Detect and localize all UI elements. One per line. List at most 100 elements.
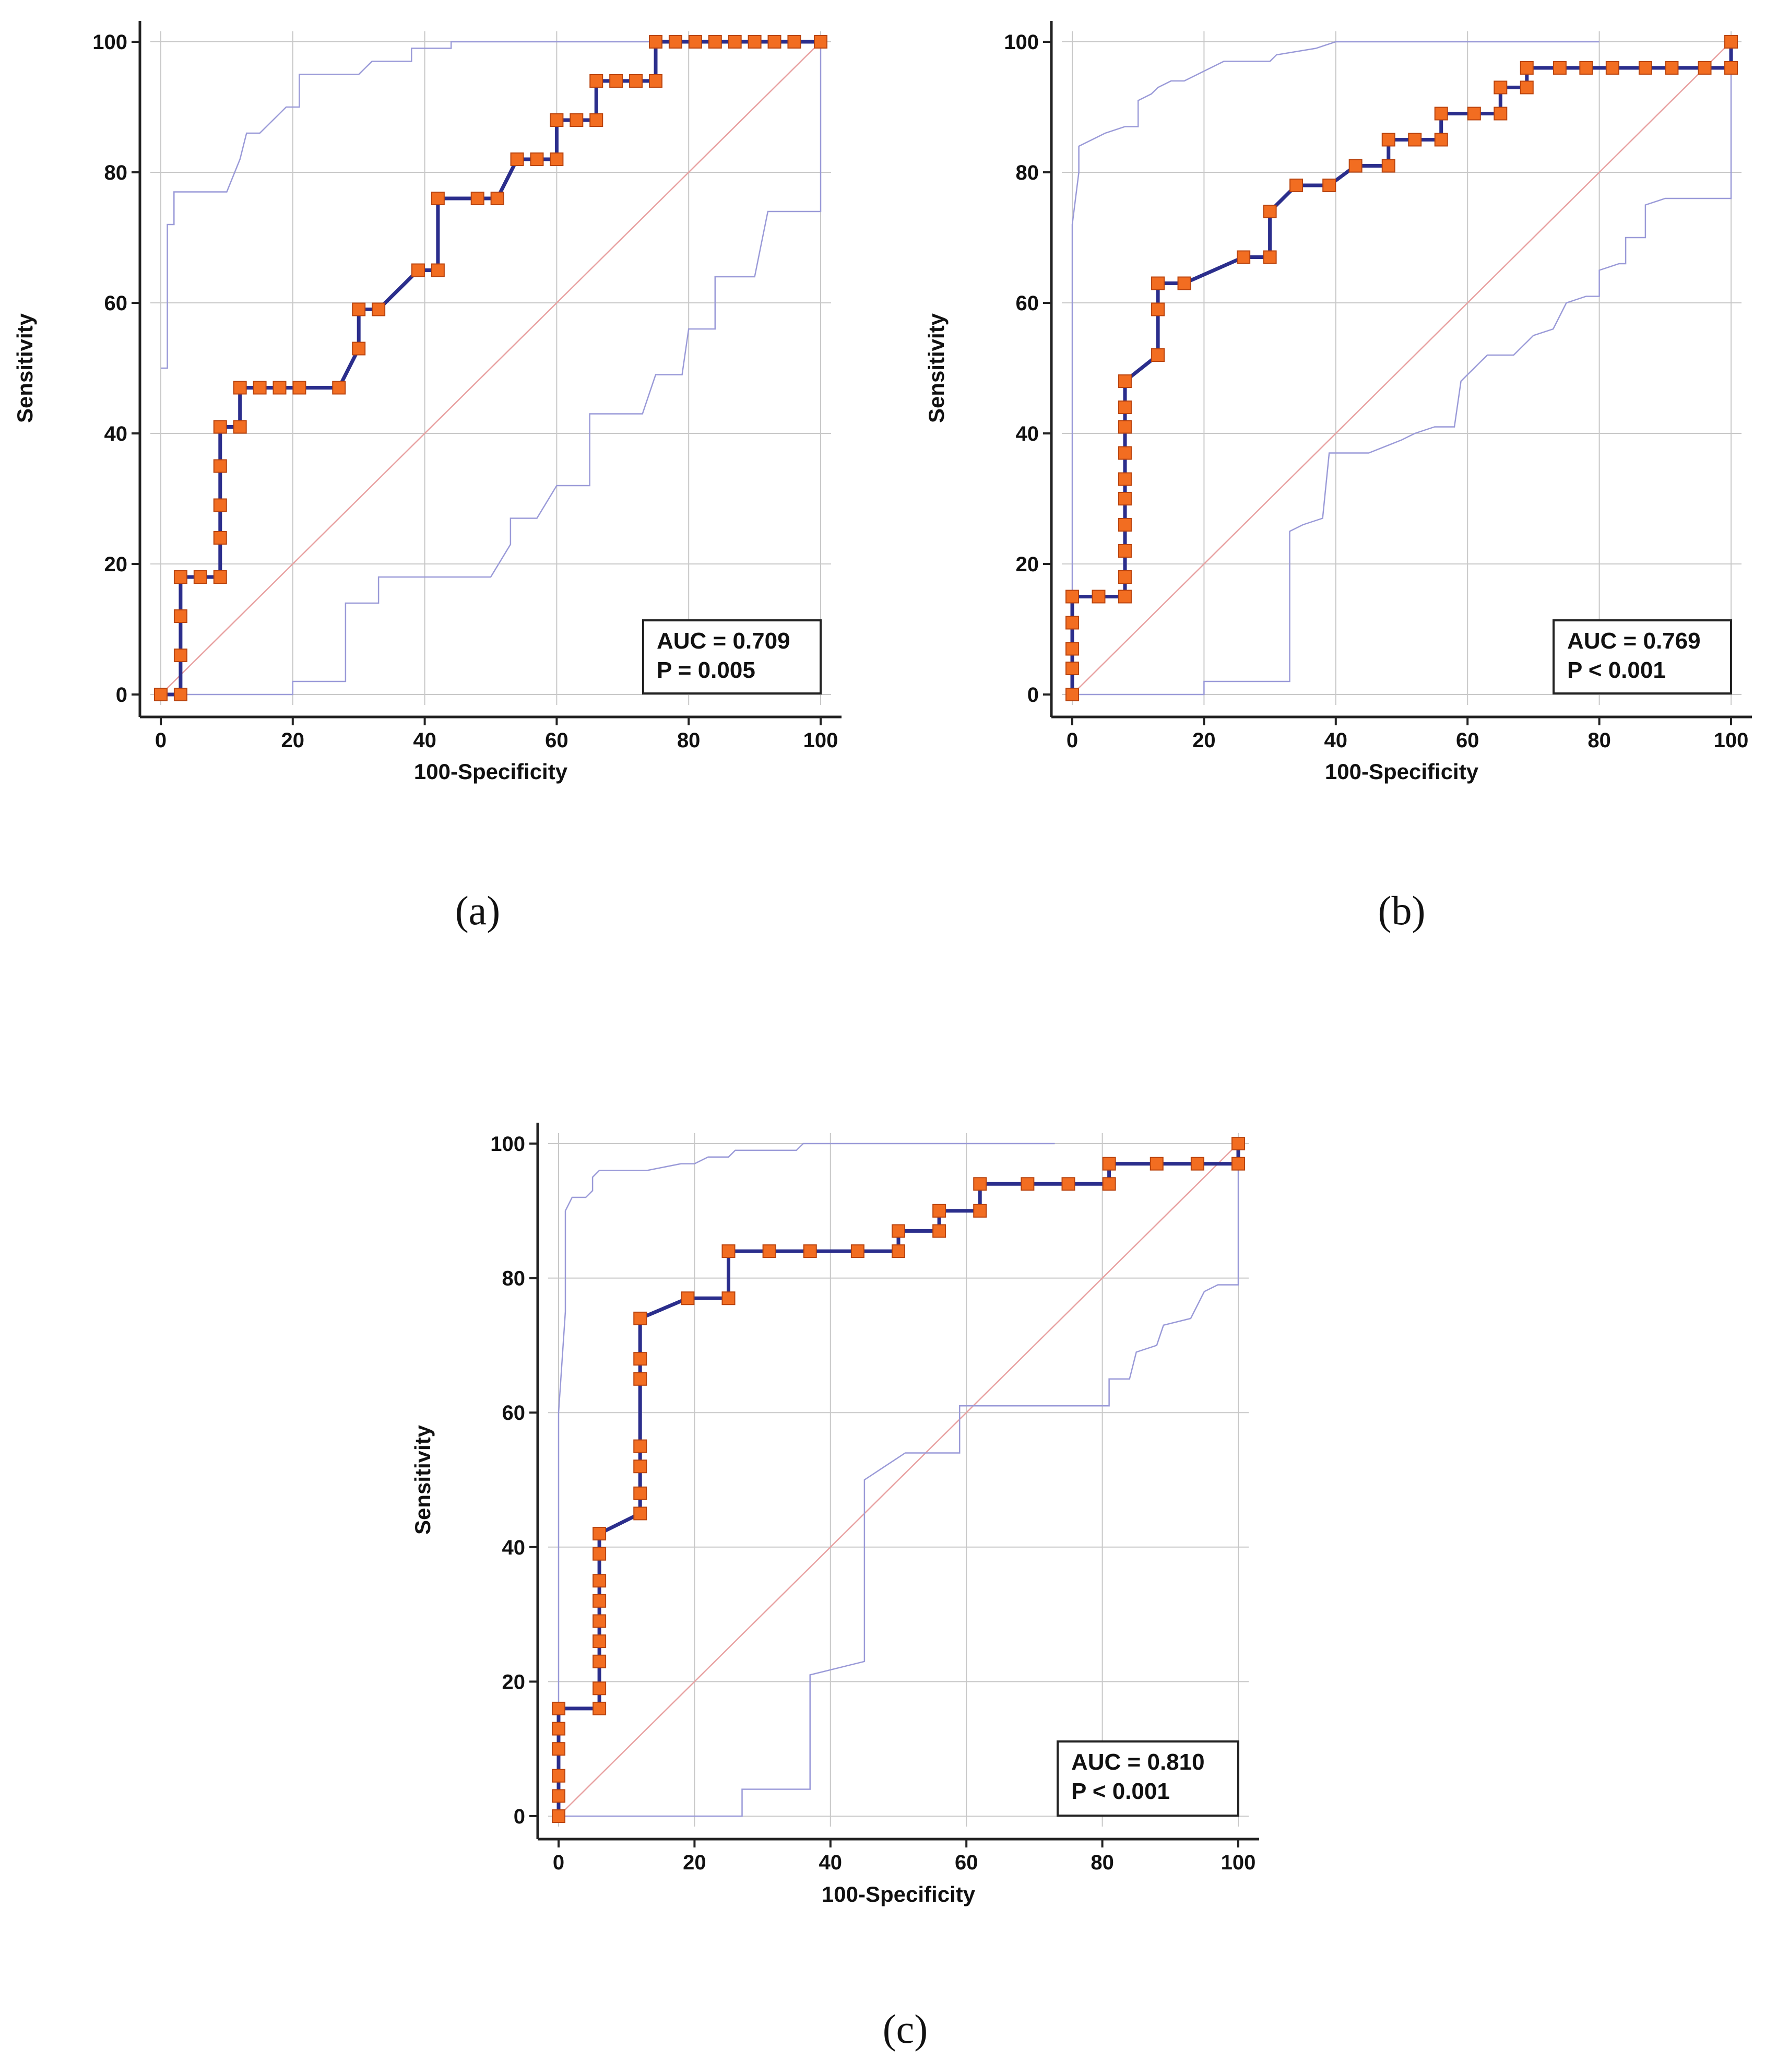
roc-point xyxy=(721,1244,736,1258)
roc-point xyxy=(1665,61,1679,75)
roc-point xyxy=(552,1742,565,1756)
roc-point xyxy=(213,531,227,545)
y-tick-label: 100 xyxy=(92,31,127,54)
roc-point xyxy=(273,381,287,395)
roc-point xyxy=(688,35,702,49)
roc-point xyxy=(1151,348,1165,362)
reference-line xyxy=(160,41,821,695)
roc-point xyxy=(1348,159,1363,173)
roc-point xyxy=(850,1244,864,1258)
roc-point xyxy=(1638,61,1652,75)
roc-point xyxy=(1065,590,1079,604)
y-tick-label: 60 xyxy=(502,1402,526,1424)
upper-ci-line xyxy=(558,1143,1055,1816)
p-value: P < 0.001 xyxy=(1567,657,1666,683)
lower-ci-line xyxy=(559,1144,1239,1817)
x-axis-label: 100-Specificity xyxy=(822,1882,976,1906)
roc-point xyxy=(932,1204,946,1218)
x-tick-label: 0 xyxy=(1067,729,1078,752)
roc-point xyxy=(1118,446,1132,460)
roc-point xyxy=(892,1224,905,1238)
roc-point xyxy=(593,1654,607,1668)
roc-point xyxy=(550,152,564,166)
roc-point xyxy=(932,1224,946,1238)
roc-point xyxy=(470,192,484,205)
roc-point xyxy=(213,459,227,473)
roc-point xyxy=(593,1701,607,1715)
roc-point xyxy=(154,688,168,701)
roc-point xyxy=(681,1291,695,1305)
roc-point xyxy=(1065,642,1079,656)
roc-point xyxy=(721,1291,736,1305)
auc-annotation: AUC = 0.769 P < 0.001 xyxy=(1553,619,1732,694)
roc-point xyxy=(633,1372,647,1386)
roc-point xyxy=(973,1204,987,1218)
y-tick-label: 100 xyxy=(1004,31,1039,54)
roc-point xyxy=(589,74,603,88)
roc-point xyxy=(1065,616,1079,630)
roc-point xyxy=(352,302,366,316)
y-tick-label: 60 xyxy=(1016,292,1039,315)
roc-point xyxy=(332,381,346,395)
roc-point xyxy=(787,35,801,49)
upper-ci-line xyxy=(1071,41,1600,694)
y-tick-label: 0 xyxy=(1027,684,1039,707)
roc-point xyxy=(1092,590,1106,604)
roc-point xyxy=(1520,80,1534,95)
roc-point xyxy=(892,1244,905,1258)
roc-point xyxy=(593,1634,607,1649)
roc-point xyxy=(233,420,247,434)
y-axis-label: Sensitivity xyxy=(13,313,37,423)
y-tick-label: 80 xyxy=(502,1267,526,1290)
roc-point xyxy=(1381,133,1395,147)
roc-point xyxy=(1467,107,1481,121)
roc-point xyxy=(431,192,445,205)
roc-point xyxy=(1263,250,1277,264)
roc-markers xyxy=(552,1137,1245,1823)
roc-point xyxy=(633,1506,647,1521)
x-tick-label: 60 xyxy=(545,729,568,752)
roc-point xyxy=(1494,80,1508,95)
y-tick-label: 40 xyxy=(104,422,128,445)
roc-point xyxy=(1553,61,1567,75)
roc-point xyxy=(1065,688,1079,701)
roc-point xyxy=(767,35,781,49)
roc-point xyxy=(973,1177,987,1191)
y-tick-label: 100 xyxy=(490,1133,525,1156)
roc-point xyxy=(629,74,643,88)
annotation-box xyxy=(1057,1740,1239,1817)
roc-point xyxy=(1698,61,1712,75)
roc-point xyxy=(552,1722,565,1736)
roc-point xyxy=(1231,1157,1245,1171)
roc-point xyxy=(292,381,306,395)
roc-point xyxy=(552,1701,565,1715)
roc-point xyxy=(609,74,623,88)
x-tick-label: 20 xyxy=(1192,729,1216,752)
roc-point xyxy=(1118,374,1132,388)
x-tick-label: 60 xyxy=(1456,729,1479,752)
x-tick-label: 40 xyxy=(413,729,436,752)
roc-point xyxy=(1151,276,1165,290)
x-tick-label: 80 xyxy=(677,729,701,752)
panel-label-c: (c) xyxy=(883,2006,928,2052)
roc-point xyxy=(431,263,445,277)
roc-markers xyxy=(154,35,827,701)
roc-point xyxy=(1102,1157,1116,1171)
roc-markers xyxy=(1065,35,1738,701)
roc-point xyxy=(233,381,247,395)
roc-point xyxy=(1434,133,1448,147)
roc-point xyxy=(593,1681,607,1696)
roc-point xyxy=(668,35,682,49)
roc-point xyxy=(173,688,187,701)
x-tick-label: 60 xyxy=(955,1851,978,1874)
y-tick-label: 40 xyxy=(1016,422,1039,445)
roc-point xyxy=(213,420,227,434)
roc-point xyxy=(633,1459,647,1474)
auc-annotation: AUC = 0.810 P < 0.001 xyxy=(1057,1740,1239,1817)
roc-point xyxy=(1494,107,1508,121)
p-value: P < 0.001 xyxy=(1071,1779,1170,1804)
roc-point xyxy=(1322,179,1336,192)
roc-point xyxy=(1520,61,1534,75)
roc-point xyxy=(1724,35,1738,49)
roc-point xyxy=(550,113,564,127)
